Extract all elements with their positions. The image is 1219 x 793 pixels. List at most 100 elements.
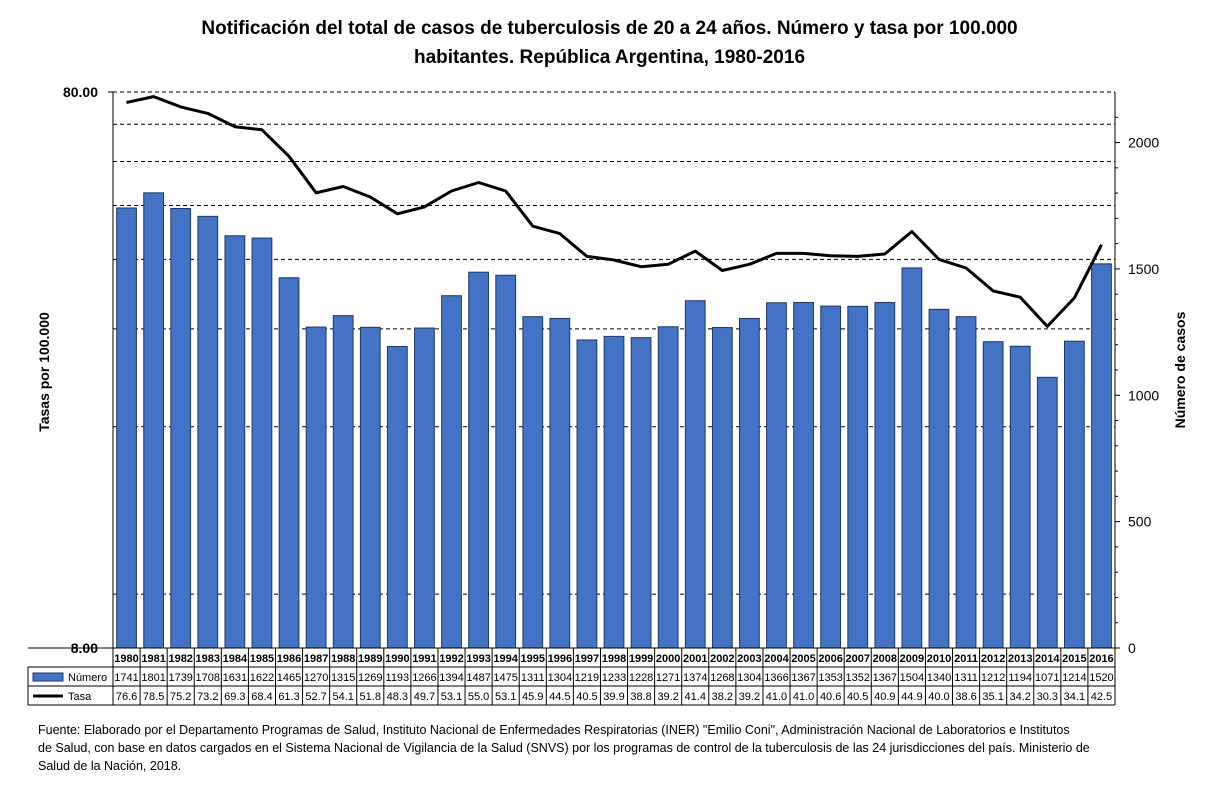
x-tick-label: 1993: [466, 653, 490, 665]
tasa-value-label: 39.2: [657, 691, 678, 703]
numero-value-label: 1193: [386, 672, 410, 684]
x-tick-label: 2006: [818, 653, 842, 665]
tasa-value-label: 61.3: [278, 691, 299, 703]
x-tick-label: 1990: [385, 653, 409, 665]
tasa-value-label: 38.6: [955, 691, 976, 703]
x-tick-label: 2001: [683, 653, 707, 665]
tasa-value-label: 40.5: [576, 691, 597, 703]
tasa-value-label: 49.7: [414, 691, 435, 703]
footnote-line-2: de Salud, con base en datos cargados en …: [38, 741, 1090, 755]
numero-value-label: 1801: [141, 672, 165, 684]
x-tick-label: 1989: [358, 653, 382, 665]
numero-value-label: 1304: [548, 672, 572, 684]
bar-2006: [820, 305, 842, 649]
x-tick-label: 2015: [1062, 653, 1086, 665]
tasa-value-label: 52.7: [305, 691, 326, 703]
numero-value-label: 1194: [1008, 672, 1032, 684]
numero-value-label: 1504: [900, 672, 924, 684]
footnote-line-1: Fuente: Elaborado por el Departamento Pr…: [38, 723, 1070, 737]
tasa-value-label: 54.1: [332, 691, 353, 703]
tasa-value-label: 38.8: [630, 691, 651, 703]
numero-value-label: 1228: [629, 672, 653, 684]
numero-value-label: 1622: [250, 672, 274, 684]
numero-value-label: 1271: [656, 672, 680, 684]
x-tick-label: 1991: [412, 653, 436, 665]
numero-value-label: 1366: [764, 672, 788, 684]
bar-2005: [793, 302, 814, 649]
y-right-tick-label: 0: [1128, 640, 1136, 656]
x-tick-label: 1985: [250, 653, 274, 665]
bar-2010: [928, 308, 950, 649]
numero-value-label: 1071: [1035, 672, 1059, 684]
bar-2002: [711, 327, 733, 649]
numero-value-label: 1219: [575, 672, 599, 684]
numero-value-label: 1352: [845, 672, 869, 684]
bar-1980: [116, 207, 137, 649]
bar-1999: [630, 337, 652, 649]
bar-1996: [549, 317, 571, 649]
x-tick-label: 1992: [439, 653, 463, 665]
tasa-value-label: 44.5: [549, 691, 570, 703]
x-tick-label: 2004: [764, 653, 789, 665]
bar-2013: [1009, 345, 1031, 649]
x-tick-label: 2009: [900, 653, 924, 665]
x-tick-label: 2005: [791, 653, 815, 665]
y-right-tick-label: 1500: [1128, 261, 1159, 277]
tasa-value-label: 76.6: [116, 691, 137, 703]
tasa-value-label: 40.0: [928, 691, 949, 703]
x-tick-label: 1981: [141, 653, 165, 665]
tasa-value-label: 38.2: [712, 691, 733, 703]
tasa-value-label: 45.9: [522, 691, 543, 703]
bar-1997: [576, 339, 598, 649]
x-tick-label: 2008: [873, 653, 897, 665]
bar-2012: [982, 341, 1004, 649]
bar-1994: [495, 274, 517, 649]
numero-value-label: 1266: [412, 672, 436, 684]
tasa-value-label: 44.9: [901, 691, 922, 703]
legend-numero-key: [32, 672, 64, 682]
bar-1998: [603, 335, 625, 649]
y-right-tick-label: 2000: [1128, 135, 1159, 151]
y-right-tick-label: 1000: [1128, 387, 1159, 403]
tasa-value-label: 53.1: [441, 691, 462, 703]
x-tick-label: 1994: [493, 653, 518, 665]
tasa-value-label: 40.5: [847, 691, 868, 703]
tasa-value-label: 34.1: [1064, 691, 1085, 703]
tasa-value-label: 40.6: [820, 691, 841, 703]
x-tick-label: 1999: [629, 653, 653, 665]
bar-1989: [359, 326, 381, 649]
numero-value-label: 1270: [304, 672, 328, 684]
numero-value-label: 1353: [818, 672, 842, 684]
numero-value-label: 1465: [277, 672, 301, 684]
chart-title-line2: habitantes. República Argentina, 1980-20…: [413, 47, 806, 68]
bar-1985: [251, 237, 273, 649]
x-tick-label: 1997: [575, 653, 599, 665]
bar-2009: [901, 267, 923, 649]
tasa-value-label: 42.5: [1091, 691, 1112, 703]
tasa-line: [126, 95, 1103, 328]
x-tick-label: 2000: [656, 653, 680, 665]
numero-value-label: 1520: [1089, 672, 1113, 684]
bar-2003: [739, 317, 760, 649]
bar-2014: [1036, 376, 1058, 649]
x-tick-label: 1986: [277, 653, 301, 665]
tasa-value-label: 41.0: [766, 691, 787, 703]
y-axis-left-label: Tasas por 100.000: [36, 312, 52, 432]
numero-value-label: 1475: [493, 672, 517, 684]
tasa-value-label: 41.4: [685, 691, 706, 703]
numero-value-label: 1741: [114, 672, 138, 684]
x-tick-label: 2013: [1008, 653, 1032, 665]
bar-1990: [386, 345, 408, 649]
bar-2016: [1091, 263, 1112, 649]
tasa-value-label: 30.3: [1037, 691, 1058, 703]
x-tick-label: 2003: [737, 653, 761, 665]
numero-value-label: 1304: [737, 672, 761, 684]
source-footnote: Fuente: Elaborado por el Departamento Pr…: [38, 721, 1208, 775]
numero-value-label: 1233: [602, 672, 626, 684]
bar-1983: [197, 215, 219, 649]
bar-2015: [1063, 340, 1085, 649]
bar-1993: [468, 271, 489, 649]
tasa-value-label: 39.9: [603, 691, 624, 703]
x-tick-label: 1982: [168, 653, 192, 665]
numero-value-label: 1367: [873, 672, 897, 684]
